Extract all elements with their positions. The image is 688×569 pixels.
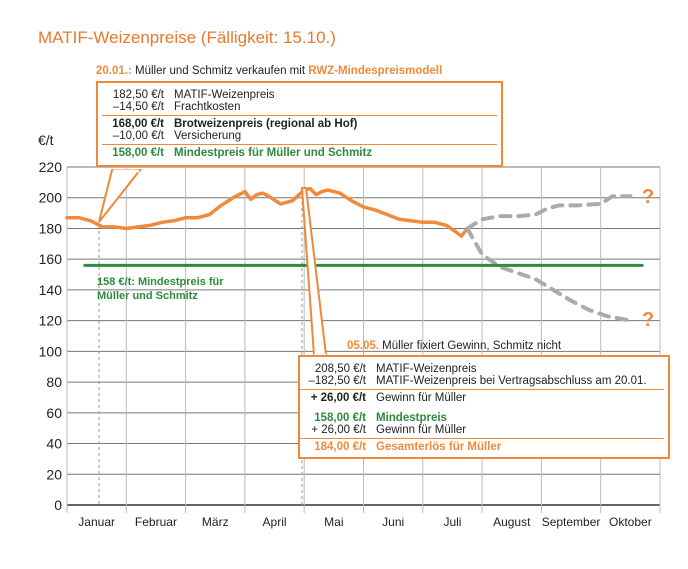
- x-tick-März: März: [202, 515, 229, 529]
- y-tick-200: 200: [39, 190, 63, 206]
- x-tick-Januar: Januar: [78, 515, 115, 529]
- callout2-date: 05.05.: [347, 340, 379, 352]
- x-tick-September: September: [542, 515, 601, 529]
- callout2-box: 208,50 €/t MATIF-Weizenpreis –182,50 €/t M…: [298, 355, 670, 459]
- y-tick-20: 20: [46, 466, 62, 482]
- callout1-header: 20.01.: Müller und Schmitz verkaufen mit…: [96, 64, 442, 79]
- x-tick-April: April: [263, 515, 287, 529]
- y-tick-80: 80: [46, 374, 62, 390]
- callout1-model: RWZ-Mindespreismodell: [308, 65, 443, 77]
- y-tick-220: 220: [39, 159, 63, 175]
- y-tick-180: 180: [39, 220, 63, 236]
- c2-row-1: –182,50 €/t MATIF-Weizenpreis bei Vertrag…: [308, 375, 647, 387]
- y-ticks: 0 20 40 60 80 100 120 140 160 180 200 220: [39, 159, 63, 513]
- x-month-labels: Januar Februar März April Mai Juni Juli August S…: [78, 515, 651, 529]
- callout1-box: 182,50 €/t MATIF-Weizenpreis –14,50 €/t Fr…: [96, 81, 503, 167]
- c1-row-3: –10,00 €/t Versicherung: [112, 130, 242, 142]
- x-tick-Februar: Februar: [135, 515, 177, 529]
- c2-row-0: 208,50 €/t MATIF-Weizenpreis: [314, 363, 477, 375]
- y-axis-label: €/t: [38, 132, 54, 148]
- x-tick-Juni: Juni: [382, 515, 404, 529]
- series-2: [465, 226, 633, 323]
- callout2-text: Müller fixiert Gewinn, Schmitz nicht: [378, 340, 562, 352]
- y-tick-140: 140: [39, 282, 63, 298]
- c1-row-4: 158,00 €/t Mindestpreis für Müller und Sc…: [112, 147, 373, 159]
- c2-row-3: 158,00 €/t Mindestpreis: [314, 412, 447, 424]
- c1-row-1: –14,50 €/t Frachtkosten: [112, 101, 241, 113]
- min-price-label-line2: Müller und Schmitz: [97, 290, 198, 302]
- y-tick-120: 120: [39, 313, 63, 329]
- y-tick-40: 40: [46, 436, 62, 452]
- c1-row-2: 168,00 €/t Brotweizenpreis (regional ab H…: [112, 118, 358, 130]
- y-tick-160: 160: [39, 251, 63, 267]
- y-tick-60: 60: [46, 405, 62, 421]
- series-1: [465, 194, 633, 231]
- series-group: [65, 186, 644, 323]
- x-tick-Juli: Juli: [443, 515, 461, 529]
- y-tick-0: 0: [54, 497, 62, 513]
- question-mark-top: ?: [642, 186, 654, 208]
- x-tick-Oktober: Oktober: [609, 515, 652, 529]
- callout2-header: 05.05. Müller fixiert Gewinn, Schmitz ni…: [347, 339, 561, 354]
- chart-title: MATIF-Weizenpreise (Fälligkeit: 15.10.): [38, 28, 336, 47]
- series-0: [65, 186, 470, 238]
- callout1-date: 20.01.:: [96, 65, 132, 77]
- x-tick-Mai: Mai: [324, 515, 343, 529]
- callout2-pointer: [300, 187, 328, 356]
- x-tick-August: August: [493, 515, 531, 529]
- y-tick-100: 100: [39, 343, 63, 359]
- c2-row-5: 184,00 €/t Gesamterlös für Müller: [314, 441, 502, 453]
- callout1-text: Müller und Schmitz verkaufen mit: [131, 65, 309, 77]
- c2-row-4: + 26,00 €/t Gewinn für Müller: [311, 424, 467, 436]
- c2-row-2: + 26,00 €/t Gewinn für Müller: [310, 392, 467, 404]
- question-mark-bottom: ?: [642, 309, 654, 331]
- callout1-pointer: [98, 169, 143, 223]
- c1-row-0: 182,50 €/t MATIF-Weizenpreis: [112, 89, 275, 101]
- min-price-label-line1: 158 €/t: Mindestpreis für: [97, 276, 224, 288]
